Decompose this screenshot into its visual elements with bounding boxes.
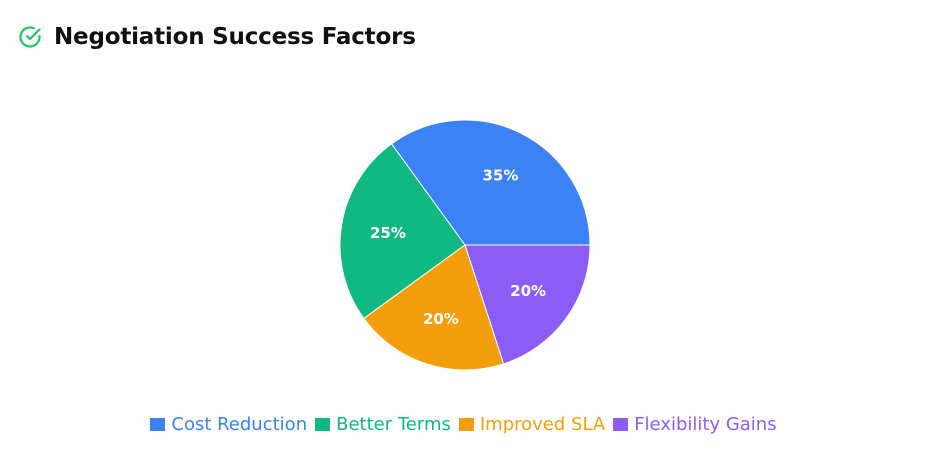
- legend-label: Flexibility Gains: [634, 414, 777, 435]
- pie-slice-label: 35%: [482, 167, 518, 185]
- legend-swatch: [315, 418, 331, 431]
- pie-slices: [339, 119, 591, 371]
- pie-slice-label: 20%: [423, 310, 459, 328]
- pie-slice-label: 20%: [510, 282, 546, 300]
- check-circle-icon: [18, 25, 42, 49]
- legend-label: Improved SLA: [479, 414, 606, 435]
- legend-item-better-terms[interactable]: Better Terms: [315, 414, 451, 435]
- legend-label: Better Terms: [336, 414, 451, 435]
- legend-item-flexibility-gains[interactable]: Flexibility Gains: [613, 414, 777, 435]
- legend-item-improved-sla[interactable]: Improved SLA: [458, 414, 606, 435]
- legend-swatch: [150, 418, 166, 431]
- legend-item-cost-reduction[interactable]: Cost Reduction: [150, 414, 307, 435]
- chart-title: Negotiation Success Factors: [54, 24, 416, 50]
- pie-slice-labels: 35% 25% 20% 20%: [370, 167, 546, 329]
- pie-slice-flexibility-gains: [464, 244, 591, 365]
- legend-swatch: [458, 418, 474, 431]
- legend-label: Cost Reduction: [171, 414, 308, 435]
- legend-swatch: [613, 418, 629, 431]
- pie-slice-better-terms: [339, 143, 466, 320]
- chart-header: Negotiation Success Factors: [18, 22, 416, 52]
- pie-slice-label: 25%: [370, 224, 406, 242]
- chart-legend: Cost Reduction Better Terms Improved SLA Fl…: [0, 414, 927, 435]
- pie-slice-cost-reduction: [390, 119, 591, 246]
- pie-slice-improved-sla: [363, 244, 505, 371]
